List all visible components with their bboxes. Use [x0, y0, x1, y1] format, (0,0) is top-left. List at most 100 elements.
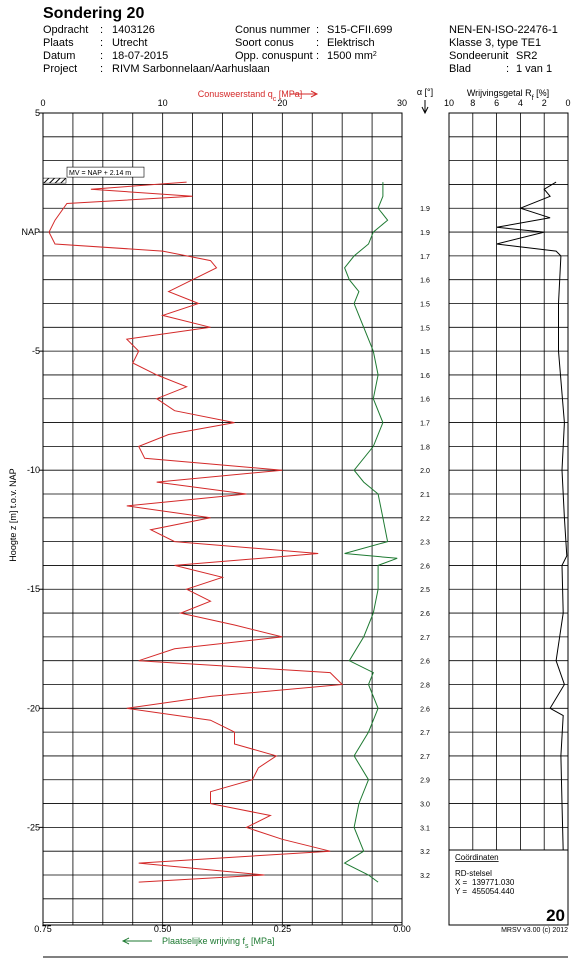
coords-y-label: Y =: [455, 887, 467, 896]
field-value: 1 van 1: [516, 63, 552, 75]
field-value-text: Elektrisch: [327, 37, 375, 49]
field-value: SR2: [516, 50, 537, 62]
y-tick-label: -20: [27, 703, 40, 713]
field-sep: :: [316, 50, 319, 62]
alpha-value: 1.6: [420, 373, 430, 380]
x-tick-label: 0.75: [34, 924, 52, 934]
y-tick-label: -5: [32, 346, 40, 356]
alpha-value: 2.6: [420, 611, 430, 618]
arrow: [290, 90, 319, 98]
fs-axis-label-part: s: [245, 943, 249, 950]
fs-axis-label: Plaatselijke wrijving fs [MPa]: [162, 936, 275, 950]
x-tick-label: 0.25: [274, 924, 292, 934]
x-tick-label: 20: [277, 98, 287, 108]
field-value-text: 1500 mm: [327, 50, 373, 62]
field-text: NEN-EN-ISO-22476-1: [449, 24, 558, 36]
y-axis-label: Hoogte z [m] t.o.v. NAP: [8, 468, 18, 561]
rf-line: [496, 181, 568, 883]
field-value: 1500 mm2: [327, 50, 377, 62]
field-sep: :: [506, 63, 509, 75]
alpha-value: 2.0: [420, 468, 430, 475]
field-label: Blad: [449, 63, 471, 75]
alpha-value: 2.6: [420, 706, 430, 713]
field-label: Sondeerunit: [449, 50, 508, 62]
alpha-value: 1.5: [420, 325, 430, 332]
field-sep: :: [506, 50, 509, 62]
x-tick-label: 10: [444, 98, 454, 108]
field-label: Plaats: [43, 37, 74, 49]
fs-axis-label-part: Plaatselijke wrijving f: [162, 936, 246, 946]
field-text: Klasse 3, type TE1: [449, 37, 541, 49]
y-tick-label: 5: [35, 108, 40, 118]
rf-axis-label-part: f: [532, 95, 534, 102]
alpha-value: 2.2: [420, 516, 430, 523]
qc-axis-label-part: Conusweerstand q: [198, 89, 273, 99]
annotation-box: [66, 166, 145, 178]
alpha-value: 1.6: [420, 278, 430, 285]
alpha-value: 1.6: [420, 397, 430, 404]
surface-hatch: [42, 177, 67, 184]
annotation: MV = NAP + 2.14 m: [69, 170, 131, 177]
x-tick-label: 10: [158, 98, 168, 108]
field-label: Project: [43, 63, 77, 75]
qc-axis-label: Conusweerstand qc [MPa]: [198, 89, 303, 103]
fs-line: [343, 182, 398, 883]
field-sep: :: [100, 24, 103, 36]
field-sep: :: [100, 63, 103, 75]
coords-y: 455054.440: [472, 887, 515, 896]
sheet-number: 20: [546, 906, 565, 925]
field-value: Utrecht: [112, 37, 147, 49]
fs-axis-label-part: [MPa]: [249, 936, 275, 946]
field-label: Opp. conuspunt: [235, 50, 313, 62]
x-tick-label: 6: [494, 98, 499, 108]
qc-line: [48, 181, 344, 883]
alpha-value: 1.5: [420, 301, 430, 308]
alpha-value: 2.3: [420, 540, 430, 547]
alpha-value: 1.9: [420, 230, 430, 237]
coords-system: RD-stelsel: [455, 869, 492, 878]
field-value: S15-CFII.699: [327, 24, 392, 36]
x-tick-label: 0.50: [154, 924, 172, 934]
alpha-value: 1.8: [420, 444, 430, 451]
field-label: Soort conus: [235, 37, 294, 49]
field-sep: :: [316, 37, 319, 49]
field-sep: :: [100, 50, 103, 62]
alpha-value: 1.7: [420, 254, 430, 261]
alpha-value: 2.6: [420, 563, 430, 570]
field-value: Elektrisch: [327, 37, 375, 49]
x-tick-label: 30: [397, 98, 407, 108]
alpha-value: 2.9: [420, 778, 430, 785]
software: MRSV v3.00 (c) 2012: [501, 927, 568, 934]
qc-axis-label-part: [MPa]: [276, 89, 302, 99]
x-tick-label: 0: [40, 98, 45, 108]
y-tick-label: -15: [27, 584, 40, 594]
x-tick-label: 2: [542, 98, 547, 108]
rf-axis-label-part: [%]: [534, 88, 550, 98]
y-tick-label: -25: [27, 822, 40, 832]
coords-x: 139771.030: [472, 878, 515, 887]
rf-axis-label-part: Wrijvingsgetal R: [467, 88, 532, 98]
alpha-value: 2.7: [420, 635, 430, 642]
field-sep: :: [316, 24, 319, 36]
field-value: RIVM Sarbonnelaan/Aarhuslaan: [112, 63, 270, 75]
qc-axis-label-part: c: [273, 96, 277, 103]
y-tick-label: NAP: [21, 227, 40, 237]
coords-x-label: X =: [455, 878, 468, 887]
arrow: [121, 937, 152, 945]
field-label: Datum: [43, 50, 75, 62]
plot-frame: [42, 112, 403, 926]
x-tick-label: 0: [565, 98, 570, 108]
alpha-value: 1.9: [420, 206, 430, 213]
coords-box: [448, 849, 569, 926]
y-tick-label: -10: [27, 465, 40, 475]
alpha-value: 3.1: [420, 825, 430, 832]
rf-axis-label: Wrijvingsgetal Rf [%]: [467, 88, 549, 102]
alpha-value: 2.6: [420, 659, 430, 666]
alpha-value: 1.5: [420, 349, 430, 356]
field-value: 18-07-2015: [112, 50, 168, 62]
alpha-value: 1.7: [420, 421, 430, 428]
title: Sondering 20: [43, 5, 144, 22]
alpha-value: 3.0: [420, 802, 430, 809]
x-tick-label: 0.00: [393, 924, 411, 934]
